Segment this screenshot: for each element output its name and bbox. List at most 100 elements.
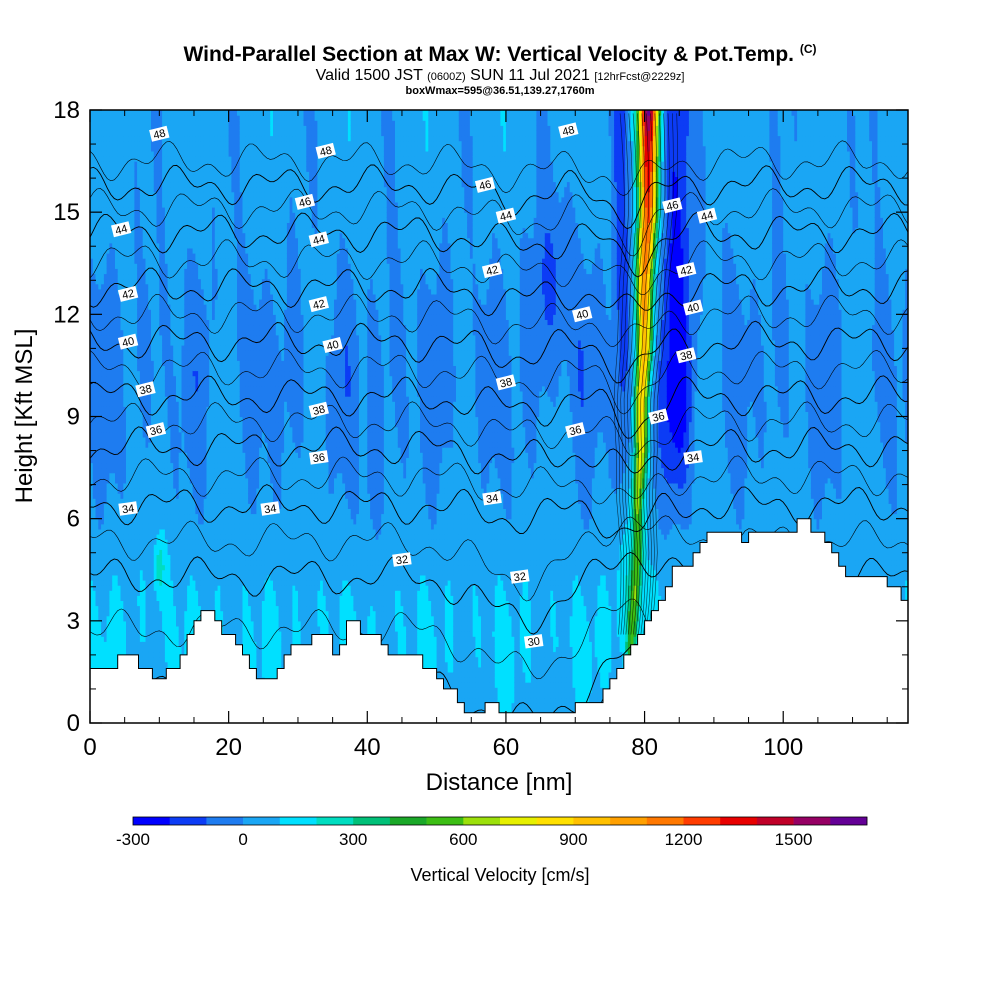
velocity-cell xyxy=(112,299,116,305)
velocity-cell xyxy=(106,130,110,137)
velocity-cell xyxy=(103,605,108,612)
velocity-cell xyxy=(120,324,124,331)
velocity-cell xyxy=(115,421,119,428)
velocity-cell xyxy=(106,401,110,407)
velocity-cell xyxy=(101,503,105,509)
velocity-cell xyxy=(109,181,113,188)
velocity-cell xyxy=(123,278,127,285)
velocity-cell xyxy=(106,569,110,576)
velocity-cell xyxy=(103,615,108,622)
velocity-cell xyxy=(98,293,102,300)
velocity-cell xyxy=(95,396,99,402)
velocity-cell xyxy=(101,534,105,540)
velocity-cell xyxy=(115,508,119,515)
velocity-cell xyxy=(115,253,119,259)
velocity-cell xyxy=(115,442,119,448)
velocity-cell xyxy=(101,222,105,229)
velocity-cell xyxy=(109,569,113,576)
velocity-cell xyxy=(90,156,94,162)
velocity-cell xyxy=(101,447,105,453)
velocity-cell xyxy=(109,232,113,239)
velocity-cell xyxy=(123,467,127,474)
velocity-cell xyxy=(92,569,97,576)
velocity-cell xyxy=(120,253,124,259)
velocity-cell xyxy=(90,641,94,647)
velocity-cell xyxy=(95,549,99,555)
velocity-cell xyxy=(120,401,124,407)
velocity-cell xyxy=(117,431,122,438)
velocity-cell xyxy=(98,406,102,412)
velocity-cell xyxy=(120,620,124,627)
velocity-cell xyxy=(101,416,105,423)
velocity-cell xyxy=(98,585,102,591)
velocity-cell xyxy=(90,222,94,229)
velocity-cell xyxy=(109,539,113,545)
velocity-cell xyxy=(92,447,97,453)
velocity-cell xyxy=(115,375,119,382)
velocity-cell xyxy=(109,661,113,668)
velocity-cell xyxy=(106,385,110,392)
velocity-cell xyxy=(103,528,108,535)
velocity-cell xyxy=(115,145,119,152)
velocity-cell xyxy=(117,360,122,366)
velocity-cell xyxy=(103,355,108,361)
velocity-cell xyxy=(101,564,105,571)
velocity-cell xyxy=(115,651,119,658)
velocity-cell xyxy=(92,477,97,484)
velocity-cell xyxy=(95,345,99,351)
velocity-cell xyxy=(123,482,127,489)
velocity-cell xyxy=(92,651,97,658)
velocity-cell xyxy=(101,145,105,152)
velocity-cell xyxy=(123,120,127,126)
velocity-cell xyxy=(106,646,110,653)
velocity-cell xyxy=(92,436,97,443)
velocity-cell xyxy=(123,585,127,591)
velocity-cell xyxy=(123,580,127,586)
velocity-cell xyxy=(112,237,116,244)
velocity-cell xyxy=(98,217,102,223)
velocity-cell xyxy=(115,406,119,412)
velocity-cell xyxy=(112,355,116,361)
velocity-cell xyxy=(98,549,102,555)
velocity-cell xyxy=(109,222,113,229)
velocity-cell xyxy=(112,641,116,647)
velocity-cell xyxy=(109,150,113,157)
velocity-cell xyxy=(106,661,110,668)
velocity-cell xyxy=(117,130,122,137)
velocity-cell xyxy=(112,421,116,428)
velocity-cell xyxy=(106,222,110,229)
velocity-cell xyxy=(101,518,105,525)
velocity-cell xyxy=(117,477,122,484)
velocity-cell xyxy=(117,625,122,632)
velocity-cell xyxy=(103,120,108,126)
velocity-cell xyxy=(101,232,105,239)
velocity-cell xyxy=(106,442,110,448)
velocity-cell xyxy=(123,385,127,392)
velocity-cell xyxy=(123,304,127,310)
velocity-cell xyxy=(115,574,119,581)
velocity-cell xyxy=(115,625,119,632)
velocity-cell xyxy=(92,641,97,647)
velocity-cell xyxy=(115,620,119,627)
velocity-cell xyxy=(101,554,105,561)
velocity-cell xyxy=(120,391,124,397)
velocity-cell xyxy=(115,171,119,177)
velocity-cell xyxy=(120,380,124,387)
velocity-cell xyxy=(98,559,102,566)
velocity-cell xyxy=(92,334,97,341)
velocity-cell xyxy=(103,273,108,280)
velocity-cell xyxy=(109,462,113,469)
copyright-mark: (C) xyxy=(800,42,817,56)
velocity-cell xyxy=(98,462,102,469)
velocity-cell xyxy=(120,452,124,458)
velocity-cell xyxy=(112,569,116,576)
velocity-cell xyxy=(101,314,105,320)
velocity-cell xyxy=(103,227,108,234)
velocity-cell xyxy=(109,585,113,591)
velocity-cell xyxy=(109,442,113,448)
velocity-cell xyxy=(123,217,127,223)
velocity-cell xyxy=(106,156,110,162)
velocity-cell xyxy=(95,564,99,571)
velocity-cell xyxy=(101,472,105,479)
velocity-cell xyxy=(106,559,110,566)
